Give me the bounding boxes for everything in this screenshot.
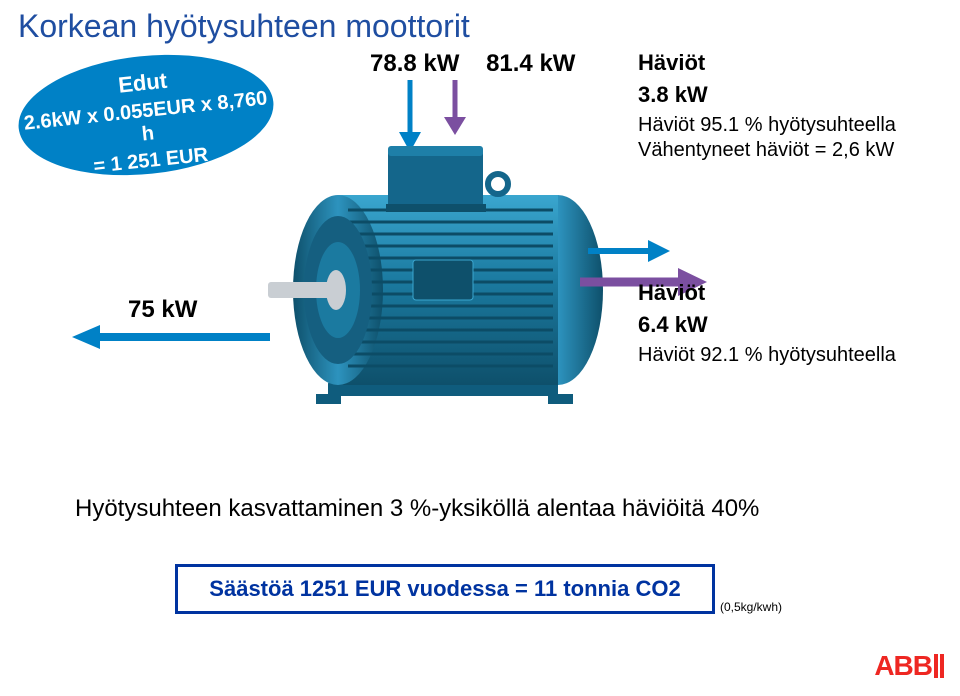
savings-note: (0,5kg/kwh) xyxy=(720,600,782,614)
losses-top-value: 3.8 kW xyxy=(638,82,896,108)
savings-box: Säästöä 1251 EUR vuodessa = 11 tonnia CO… xyxy=(175,564,715,614)
logo-bar-icon xyxy=(934,654,938,678)
output-power: 75 kW xyxy=(128,296,197,324)
losses-top-detail1: Häviöt 95.1 % hyötysuhteella xyxy=(638,114,896,137)
losses-mid-value: 6.4 kW xyxy=(638,312,896,338)
input-power-1: 78.8 kW xyxy=(370,50,459,77)
savings-badge: Edut 2.6kW x 0.055EUR x 8,760 h = 1 251 … xyxy=(13,43,280,187)
losses-top-heading: Häviöt xyxy=(638,50,896,76)
losses-mid: Häviöt 6.4 kW Häviöt 92.1 % hyötysuhteel… xyxy=(638,280,896,367)
input-power-labels: 78.8 kW 81.4 kW xyxy=(370,50,575,78)
losses-top: Häviöt 3.8 kW Häviöt 95.1 % hyötysuhteel… xyxy=(638,50,896,162)
input-power-2: 81.4 kW xyxy=(486,50,575,77)
losses-mid-detail1: Häviöt 92.1 % hyötysuhteella xyxy=(638,344,896,367)
losses-mid-heading: Häviöt xyxy=(638,280,896,306)
page-title: Korkean hyötysuhteen moottorit xyxy=(18,8,470,45)
motor-illustration xyxy=(268,110,633,420)
logo-bar-icon xyxy=(940,654,944,678)
losses-top-detail2: Vähentyneet häviöt = 2,6 kW xyxy=(638,139,896,162)
efficiency-summary: Hyötysuhteen kasvattaminen 3 %-yksiköllä… xyxy=(75,495,759,523)
abb-logo: ABB xyxy=(874,650,944,682)
logo-text: ABB xyxy=(874,650,932,682)
arrow-out-blue xyxy=(588,238,673,264)
arrow-output-left xyxy=(70,322,275,352)
